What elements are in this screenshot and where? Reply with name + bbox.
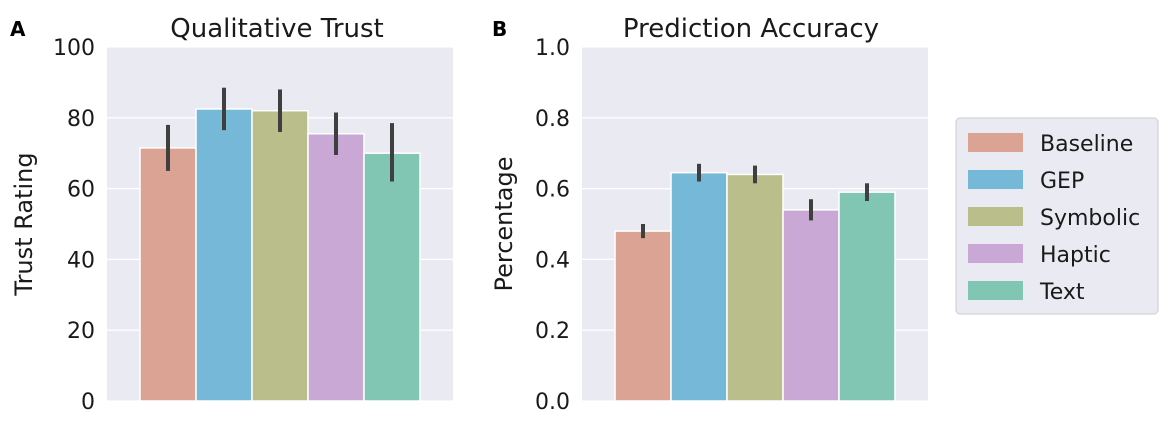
panel-b: 0.0 0.2 0.4 0.6 0.8 1.0 B Prediction Accuracy… xyxy=(490,14,928,415)
bars-a xyxy=(139,108,421,402)
legend-label-text: Text xyxy=(1039,280,1085,305)
bar-symbolic-a xyxy=(251,109,309,402)
panel-label-b: B xyxy=(492,17,507,41)
y-axis-label-b: Percentage xyxy=(490,156,518,291)
panel-a: 0 20 40 60 80 100 A Qualitative Trust Trust R… xyxy=(10,14,453,415)
chart-title-b: Prediction Accuracy xyxy=(623,14,879,44)
legend-label-baseline: Baseline xyxy=(1040,132,1133,157)
legend-swatch-baseline xyxy=(968,133,1023,152)
bar-gep-b xyxy=(670,171,728,402)
y-tick-label-a: 20 xyxy=(67,319,95,344)
y-tick-label-b: 0.8 xyxy=(535,107,570,132)
y-tick-label-a: 0 xyxy=(81,390,95,415)
bar-haptic-a xyxy=(307,132,365,402)
y-ticks-b: 0.0 0.2 0.4 0.6 0.8 1.0 xyxy=(535,36,570,415)
legend: Baseline GEP Symbolic Haptic Text xyxy=(955,117,1159,315)
bar-text-a xyxy=(363,152,421,402)
y-tick-label-a: 80 xyxy=(67,107,95,132)
y-tick-label-a: 40 xyxy=(67,248,95,273)
legend-items: Baseline GEP Symbolic Haptic Text xyxy=(968,132,1140,305)
y-ticks-a: 0 20 40 60 80 100 xyxy=(53,36,95,415)
y-tick-label-a: 100 xyxy=(53,36,95,61)
legend-swatch-haptic xyxy=(968,244,1023,263)
y-tick-label-b: 1.0 xyxy=(535,36,570,61)
legend-frame xyxy=(955,117,1159,315)
panel-label-a: A xyxy=(10,17,26,41)
legend-label-haptic: Haptic xyxy=(1040,243,1111,268)
bar-baseline-a xyxy=(139,147,197,402)
y-tick-label-b: 0.4 xyxy=(535,248,570,273)
y-tick-label-b: 0.2 xyxy=(535,319,570,344)
bars-b xyxy=(614,171,896,402)
legend-swatch-text xyxy=(968,281,1023,300)
bar-symbolic-b xyxy=(726,173,784,402)
y-tick-label-b: 0.6 xyxy=(535,178,570,203)
y-tick-label-a: 60 xyxy=(67,178,95,203)
chart-title-a: Qualitative Trust xyxy=(170,14,383,44)
error-bars-a xyxy=(166,87,394,182)
bar-baseline-b xyxy=(614,230,672,402)
legend-label-symbolic: Symbolic xyxy=(1040,206,1140,231)
legend-label-gep: GEP xyxy=(1040,169,1084,194)
y-axis-label-a: Trust Rating xyxy=(10,152,38,296)
bar-text-b xyxy=(838,191,896,402)
y-tick-label-b: 0.0 xyxy=(535,390,570,415)
bar-gep-a xyxy=(195,108,253,402)
legend-swatch-symbolic xyxy=(968,207,1023,226)
bar-haptic-b xyxy=(782,209,840,402)
legend-swatch-gep xyxy=(968,170,1023,189)
error-bars-b xyxy=(641,163,869,239)
